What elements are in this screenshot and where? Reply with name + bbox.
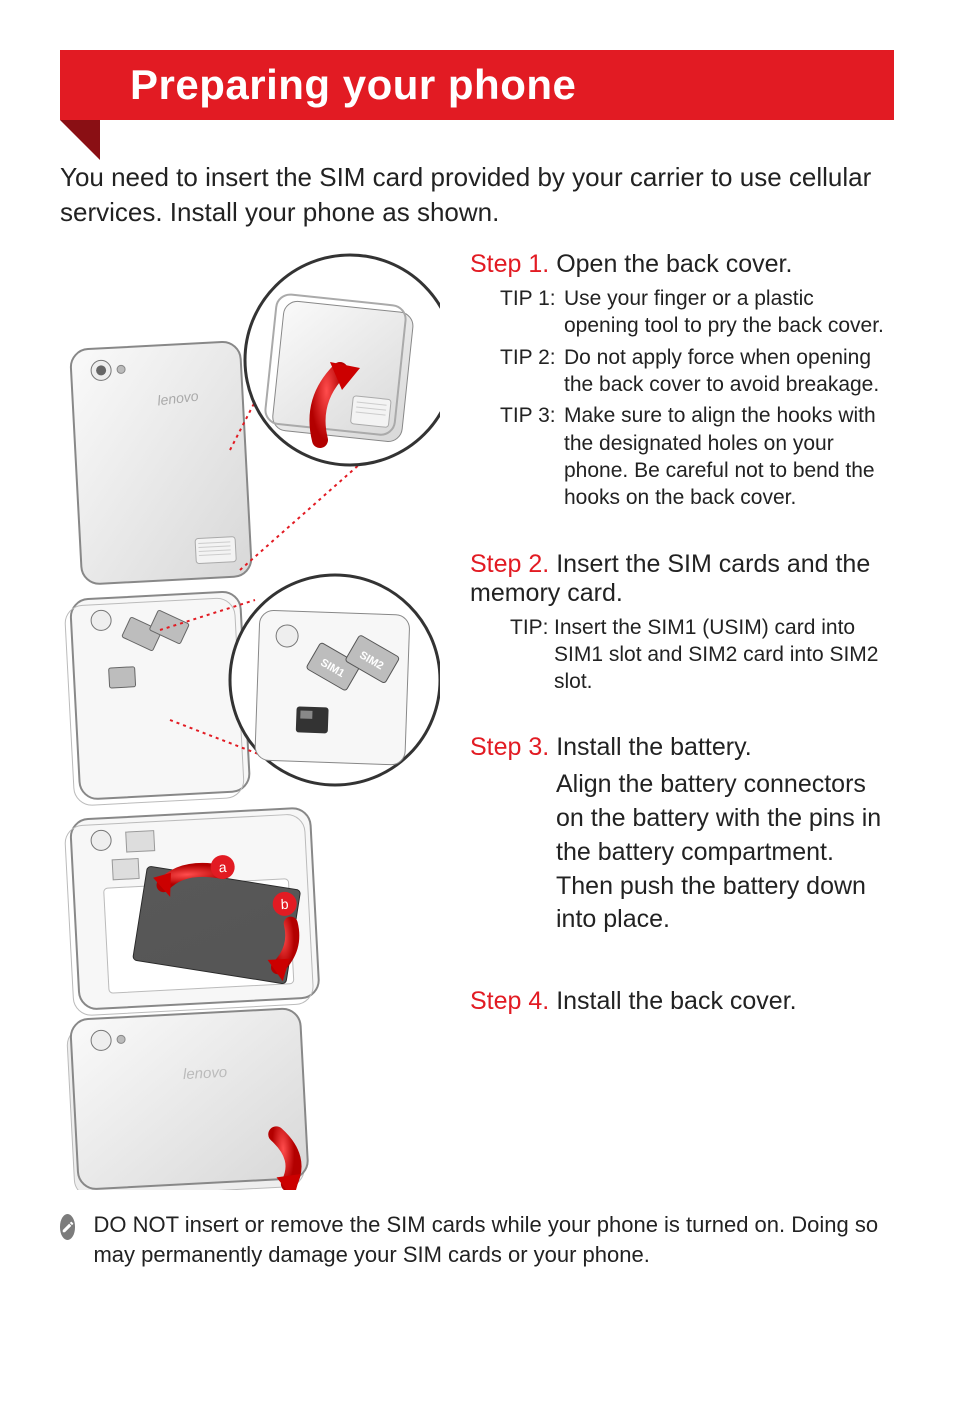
tip-body: Make sure to align the hooks with the de… bbox=[564, 402, 894, 511]
text-column: Step 1. Open the back cover. TIP 1: Use … bbox=[470, 250, 894, 1190]
step2-heading: Step 2. Insert the SIM cards and the mem… bbox=[470, 550, 894, 608]
tip-body: Use your finger or a plastic opening too… bbox=[564, 285, 894, 340]
tip: TIP 2: Do not apply force when opening t… bbox=[500, 344, 894, 399]
step4-heading: Step 4. Install the back cover. bbox=[470, 987, 894, 1016]
step4-label: Step 4. bbox=[470, 987, 549, 1015]
lead-paragraph: You need to insert the SIM card provided… bbox=[60, 160, 894, 230]
tip-label: TIP 1: bbox=[500, 285, 564, 340]
tip-body: Do not apply force when opening the back… bbox=[564, 344, 894, 399]
step4-block: Step 4. Install the back cover. bbox=[470, 987, 894, 1016]
title-banner: Preparing your phone bbox=[60, 50, 894, 120]
step2-block: Step 2. Insert the SIM cards and the mem… bbox=[470, 550, 894, 696]
step2-phone bbox=[64, 591, 251, 806]
pencil-icon bbox=[60, 1214, 75, 1240]
warning-text: DO NOT insert or remove the SIM cards wh… bbox=[93, 1210, 894, 1269]
step1-magnifier bbox=[245, 255, 440, 465]
step3-title: Install the battery. bbox=[556, 733, 751, 761]
illustration-column: lenovo bbox=[60, 250, 440, 1190]
svg-text:lenovo: lenovo bbox=[183, 1064, 228, 1083]
step3-phone: a b bbox=[64, 808, 320, 1017]
step2-magnifier: SIM1 SIM2 bbox=[230, 575, 440, 785]
step1-label: Step 1. bbox=[470, 250, 549, 278]
svg-text:b: b bbox=[280, 896, 289, 912]
banner-bg: Preparing your phone bbox=[60, 50, 894, 120]
svg-text:a: a bbox=[218, 859, 227, 875]
step3-body: Align the battery connectors on the batt… bbox=[470, 768, 894, 937]
tip-label: TIP 2: bbox=[500, 344, 564, 399]
tip-label: TIP 3: bbox=[500, 402, 564, 511]
step4-title: Install the back cover. bbox=[556, 987, 796, 1015]
step1-block: Step 1. Open the back cover. TIP 1: Use … bbox=[470, 250, 894, 511]
warning-row: DO NOT insert or remove the SIM cards wh… bbox=[60, 1210, 894, 1269]
tip-body: Insert the SIM1 (USIM) card into SIM1 sl… bbox=[554, 614, 894, 696]
main-content: lenovo bbox=[60, 250, 894, 1190]
step3-block: Step 3. Install the battery. Align the b… bbox=[470, 733, 894, 937]
tip-label: TIP: bbox=[510, 614, 554, 696]
step2-tips: TIP: Insert the SIM1 (USIM) card into SI… bbox=[470, 614, 894, 696]
step3-heading: Step 3. Install the battery. bbox=[470, 733, 894, 762]
step1-phone: lenovo bbox=[70, 341, 252, 585]
step4-phone: lenovo bbox=[66, 1008, 310, 1190]
step1-tips: TIP 1: Use your finger or a plastic open… bbox=[470, 285, 894, 511]
step2-label: Step 2. bbox=[470, 550, 549, 578]
banner-fold bbox=[60, 120, 100, 160]
step3-label: Step 3. bbox=[470, 733, 549, 761]
tip: TIP 3: Make sure to align the hooks with… bbox=[500, 402, 894, 511]
step1-title: Open the back cover. bbox=[556, 250, 792, 278]
step1-heading: Step 1. Open the back cover. bbox=[470, 250, 894, 279]
illustration-svg: lenovo bbox=[60, 250, 440, 1190]
manual-page: Preparing your phone You need to insert … bbox=[0, 0, 954, 1419]
page-title: Preparing your phone bbox=[130, 61, 576, 109]
tip: TIP: Insert the SIM1 (USIM) card into SI… bbox=[510, 614, 894, 696]
tip: TIP 1: Use your finger or a plastic open… bbox=[500, 285, 894, 340]
